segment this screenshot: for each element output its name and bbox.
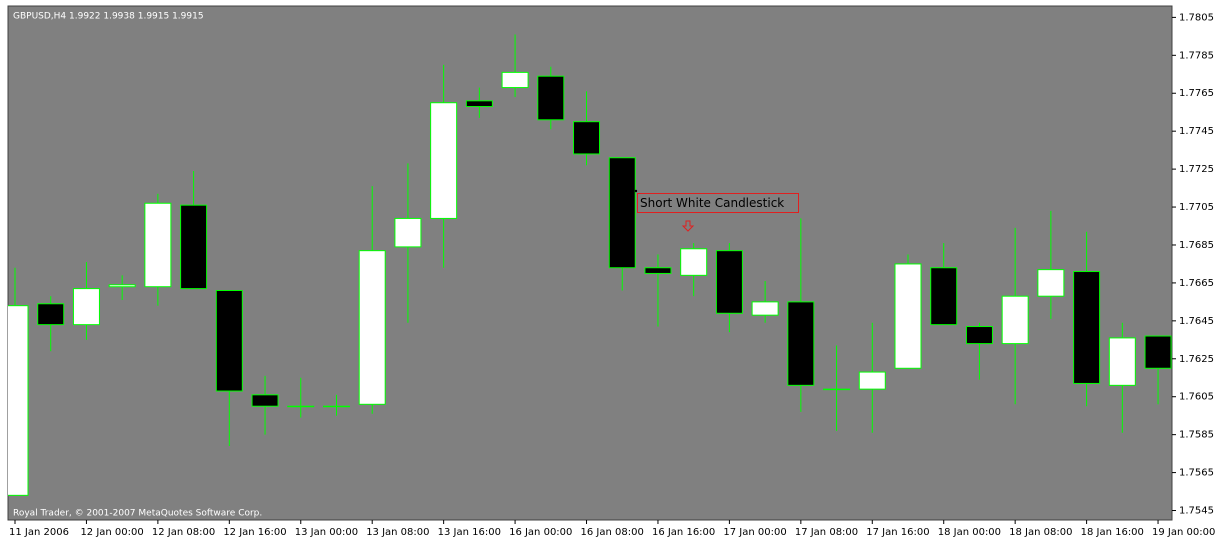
annotation-box bbox=[637, 193, 799, 213]
candle-body bbox=[608, 157, 636, 269]
x-tick-label: 13 Jan 16:00 bbox=[438, 527, 501, 538]
y-tick-label: 1.7665 bbox=[1179, 278, 1214, 289]
y-tick-label: 1.7805 bbox=[1179, 12, 1214, 23]
candle-body bbox=[930, 267, 958, 326]
candle-body bbox=[1073, 271, 1101, 384]
candle-body bbox=[787, 301, 815, 386]
candle-body bbox=[1001, 295, 1029, 345]
y-tick-label: 1.7765 bbox=[1179, 88, 1214, 99]
candle-body bbox=[72, 288, 100, 326]
candle-body bbox=[287, 405, 315, 408]
anchor-point bbox=[634, 189, 638, 193]
candle-body bbox=[108, 284, 136, 288]
candle-body bbox=[965, 326, 993, 345]
x-tick-label: 11 Jan 2006 bbox=[9, 527, 69, 538]
candle-body bbox=[823, 388, 851, 391]
y-tick-label: 1.7545 bbox=[1179, 506, 1214, 517]
candle-body bbox=[751, 301, 779, 316]
candle-body bbox=[180, 204, 208, 290]
y-tick-label: 1.7605 bbox=[1179, 392, 1214, 403]
y-tick-label: 1.7785 bbox=[1179, 50, 1214, 61]
candle-body bbox=[358, 250, 386, 405]
x-tick-label: 19 Jan 00:00 bbox=[1152, 527, 1215, 538]
candle-body bbox=[322, 405, 350, 408]
x-tick-label: 18 Jan 16:00 bbox=[1081, 527, 1144, 538]
candle-body bbox=[251, 394, 279, 407]
footer: Royal Trader, © 2001-2007 MetaQuotes Sof… bbox=[13, 509, 262, 519]
y-tick-label: 1.7565 bbox=[1179, 468, 1214, 479]
x-tick-label: 16 Jan 08:00 bbox=[581, 527, 644, 538]
candle-body bbox=[537, 75, 565, 121]
y-tick-label: 1.7705 bbox=[1179, 202, 1214, 213]
chart-title: GBPUSD,H4 1.9922 1.9938 1.9915 1.9915 bbox=[13, 12, 204, 22]
x-tick-label: 17 Jan 16:00 bbox=[866, 527, 929, 538]
y-tick-label: 1.7585 bbox=[1179, 430, 1214, 441]
x-tick-label: 16 Jan 16:00 bbox=[652, 527, 715, 538]
x-tick-label: 18 Jan 00:00 bbox=[938, 527, 1001, 538]
candle-body bbox=[1108, 337, 1136, 386]
x-tick-label: 12 Jan 16:00 bbox=[223, 527, 286, 538]
candle-body bbox=[858, 371, 886, 390]
x-tick-label: 18 Jan 08:00 bbox=[1009, 527, 1072, 538]
candle-body bbox=[715, 250, 743, 314]
y-tick-label: 1.7645 bbox=[1179, 316, 1214, 327]
candle-body bbox=[465, 100, 493, 108]
candle-body bbox=[215, 290, 243, 392]
y-tick-label: 1.7725 bbox=[1179, 164, 1214, 175]
x-tick-label: 12 Jan 08:00 bbox=[152, 527, 215, 538]
candle-body bbox=[501, 71, 529, 89]
candles bbox=[8, 34, 1172, 496]
candle-body bbox=[894, 263, 922, 369]
candle-body bbox=[1037, 269, 1065, 297]
candle-body bbox=[573, 121, 601, 155]
y-tick-label: 1.7625 bbox=[1179, 354, 1214, 365]
candle-body bbox=[644, 267, 672, 274]
candle-body bbox=[8, 305, 29, 496]
x-tick-label: 12 Jan 00:00 bbox=[80, 527, 143, 538]
candle-body bbox=[394, 217, 422, 248]
candle-body bbox=[430, 102, 458, 219]
y-tick-label: 1.7685 bbox=[1179, 240, 1214, 251]
annotation: Short White Candlestick bbox=[640, 196, 784, 210]
x-tick-label: 17 Jan 08:00 bbox=[795, 527, 858, 538]
x-tick-label: 17 Jan 00:00 bbox=[723, 527, 786, 538]
candle-body bbox=[37, 303, 65, 326]
annotation-arrow bbox=[681, 220, 695, 232]
x-tick-label: 16 Jan 00:00 bbox=[509, 527, 572, 538]
candle-body bbox=[144, 202, 172, 288]
candle-body bbox=[680, 248, 708, 276]
candle-body bbox=[1144, 335, 1172, 369]
x-tick-label: 13 Jan 08:00 bbox=[366, 527, 429, 538]
y-tick-label: 1.7745 bbox=[1179, 126, 1214, 137]
x-tick-label: 13 Jan 00:00 bbox=[295, 527, 358, 538]
